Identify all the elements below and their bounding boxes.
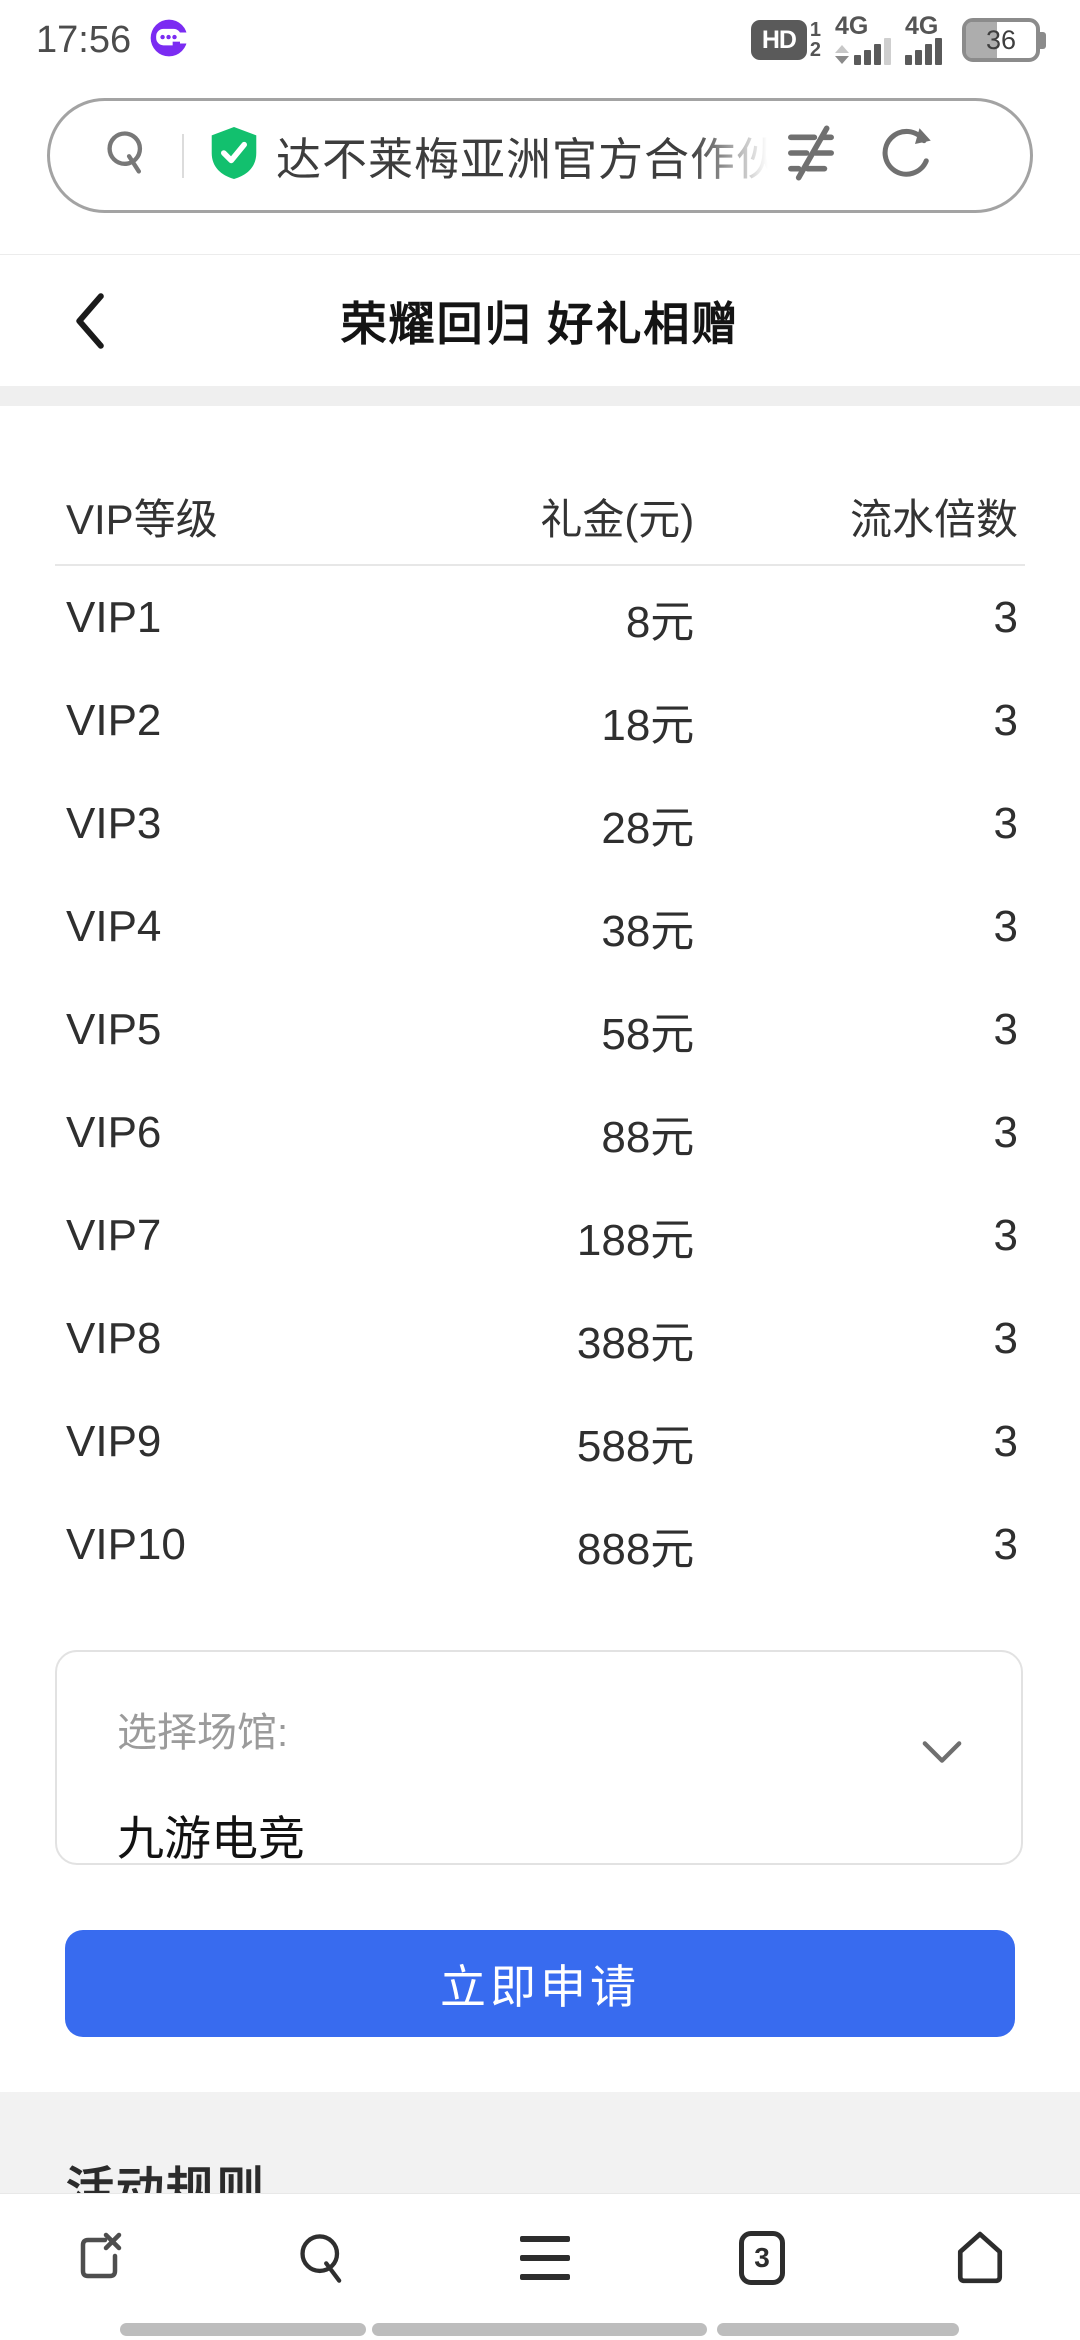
tabs-icon[interactable]: 3 bbox=[739, 2230, 785, 2285]
bonus-cell: 8元 bbox=[625, 597, 695, 647]
table-row: VIP6 88元 3 bbox=[0, 1081, 1080, 1184]
vip-level-cell: VIP2 bbox=[66, 695, 162, 745]
gesture-nav-bar bbox=[0, 2323, 1080, 2337]
vip-level-cell: VIP7 bbox=[66, 1210, 162, 1260]
shield-check-icon[interactable] bbox=[208, 125, 260, 186]
divider bbox=[182, 133, 184, 178]
bonus-cell: 188元 bbox=[576, 1215, 695, 1265]
vip-level-cell: VIP6 bbox=[66, 1107, 162, 1157]
table-separator bbox=[55, 564, 1025, 566]
sim2-label: 2 bbox=[809, 39, 821, 61]
url-text[interactable]: 达不莱梅亚洲官方合作伙 bbox=[276, 123, 781, 188]
venue-select-value: 九游电竞 bbox=[117, 1812, 305, 1865]
address-bar[interactable]: 达不莱梅亚洲官方合作伙 bbox=[47, 98, 1033, 213]
multiplier-cell: 3 bbox=[993, 1210, 1018, 1260]
multiplier-cell: 3 bbox=[993, 592, 1018, 642]
browser-toolbar: 3 bbox=[0, 2193, 1080, 2321]
table-row: VIP9 588元 3 bbox=[0, 1390, 1080, 1493]
page-title: 荣耀回归 好礼相赠 bbox=[340, 297, 740, 350]
table-row: VIP2 18元 3 bbox=[0, 669, 1080, 772]
bonus-cell: 28元 bbox=[601, 803, 695, 853]
battery-icon: 36 bbox=[962, 18, 1046, 62]
home-icon[interactable] bbox=[954, 2231, 1006, 2285]
vip-level-cell: VIP10 bbox=[66, 1519, 186, 1569]
bonus-cell: 18元 bbox=[601, 700, 695, 750]
bonus-cell: 58元 bbox=[601, 1009, 695, 1059]
vip-level-cell: VIP5 bbox=[66, 1004, 162, 1054]
rules-section: 活动规则 bbox=[0, 2092, 1080, 2193]
multiplier-cell: 3 bbox=[993, 901, 1018, 951]
bonus-cell: 888元 bbox=[576, 1524, 695, 1574]
search-icon[interactable] bbox=[295, 2230, 351, 2286]
signal-sim1-icon: 4G bbox=[835, 13, 891, 65]
battery-percent: 36 bbox=[985, 24, 1017, 55]
bonus-cell: 38元 bbox=[601, 906, 695, 956]
table-row: VIP3 28元 3 bbox=[0, 772, 1080, 875]
table-header-row: VIP等级 礼金(元) 流水倍数 bbox=[0, 480, 1080, 552]
table-row: VIP5 58元 3 bbox=[0, 978, 1080, 1081]
signal-sim2-icon: 4G bbox=[905, 13, 942, 65]
content-filter-icon[interactable] bbox=[785, 125, 837, 186]
table-row: VIP8 388元 3 bbox=[0, 1287, 1080, 1390]
gesture-segment-left[interactable] bbox=[120, 2323, 366, 2336]
page-header: 荣耀回归 好礼相赠 bbox=[0, 254, 1080, 386]
header-bonus: 礼金(元) bbox=[540, 495, 695, 543]
multiplier-cell: 3 bbox=[993, 1004, 1018, 1054]
refresh-icon[interactable] bbox=[879, 126, 933, 185]
vip-level-cell: VIP3 bbox=[66, 798, 162, 848]
sim1-label: 1 bbox=[809, 19, 821, 41]
multiplier-cell: 3 bbox=[993, 1416, 1018, 1466]
multiplier-cell: 3 bbox=[993, 1519, 1018, 1569]
bonus-cell: 388元 bbox=[576, 1318, 695, 1368]
chevron-down-icon bbox=[921, 1740, 963, 1771]
multiplier-cell: 3 bbox=[993, 695, 1018, 745]
vip-level-cell: VIP9 bbox=[66, 1416, 162, 1466]
text-fade-overlay bbox=[691, 123, 781, 188]
table-row: VIP10 888元 3 bbox=[0, 1493, 1080, 1596]
vip-level-cell: VIP8 bbox=[66, 1313, 162, 1363]
close-window-icon[interactable] bbox=[74, 2232, 126, 2284]
tab-count: 3 bbox=[739, 2230, 785, 2285]
rules-heading: 活动规则 bbox=[66, 2164, 267, 2193]
multiplier-cell: 3 bbox=[993, 1107, 1018, 1157]
bonus-cell: 88元 bbox=[601, 1112, 695, 1162]
section-divider bbox=[0, 386, 1080, 406]
apply-now-button[interactable]: 立即申请 bbox=[65, 1930, 1015, 2037]
bonus-cell: 588元 bbox=[576, 1421, 695, 1471]
table-row: VIP1 8元 3 bbox=[0, 566, 1080, 669]
search-icon[interactable] bbox=[102, 127, 154, 184]
clock: 17:56 bbox=[36, 18, 132, 61]
table-row: VIP4 38元 3 bbox=[0, 875, 1080, 978]
messenger-notification-icon bbox=[147, 16, 192, 65]
table-row: VIP7 188元 3 bbox=[0, 1184, 1080, 1287]
venue-select[interactable]: 选择场馆: 九游电竞 bbox=[55, 1650, 1023, 1865]
venue-select-label: 选择场馆: bbox=[117, 1711, 289, 1755]
multiplier-cell: 3 bbox=[993, 1313, 1018, 1363]
vip-table: VIP等级 礼金(元) 流水倍数 VIP1 8元 3 VIP2 18元 3 VI… bbox=[0, 480, 1080, 1596]
header-level: VIP等级 bbox=[66, 495, 218, 543]
hd-voice-icon: HD 1 2 bbox=[750, 19, 821, 61]
vip-level-cell: VIP4 bbox=[66, 901, 162, 951]
back-button[interactable] bbox=[72, 292, 106, 349]
multiplier-cell: 3 bbox=[993, 798, 1018, 848]
menu-icon[interactable] bbox=[520, 2235, 570, 2280]
vip-level-cell: VIP1 bbox=[66, 592, 162, 642]
header-multiplier: 流水倍数 bbox=[849, 495, 1018, 543]
gesture-segment-center[interactable] bbox=[372, 2323, 707, 2336]
status-bar: 17:56 HD 1 2 bbox=[0, 0, 1080, 72]
gesture-segment-right[interactable] bbox=[717, 2323, 959, 2336]
